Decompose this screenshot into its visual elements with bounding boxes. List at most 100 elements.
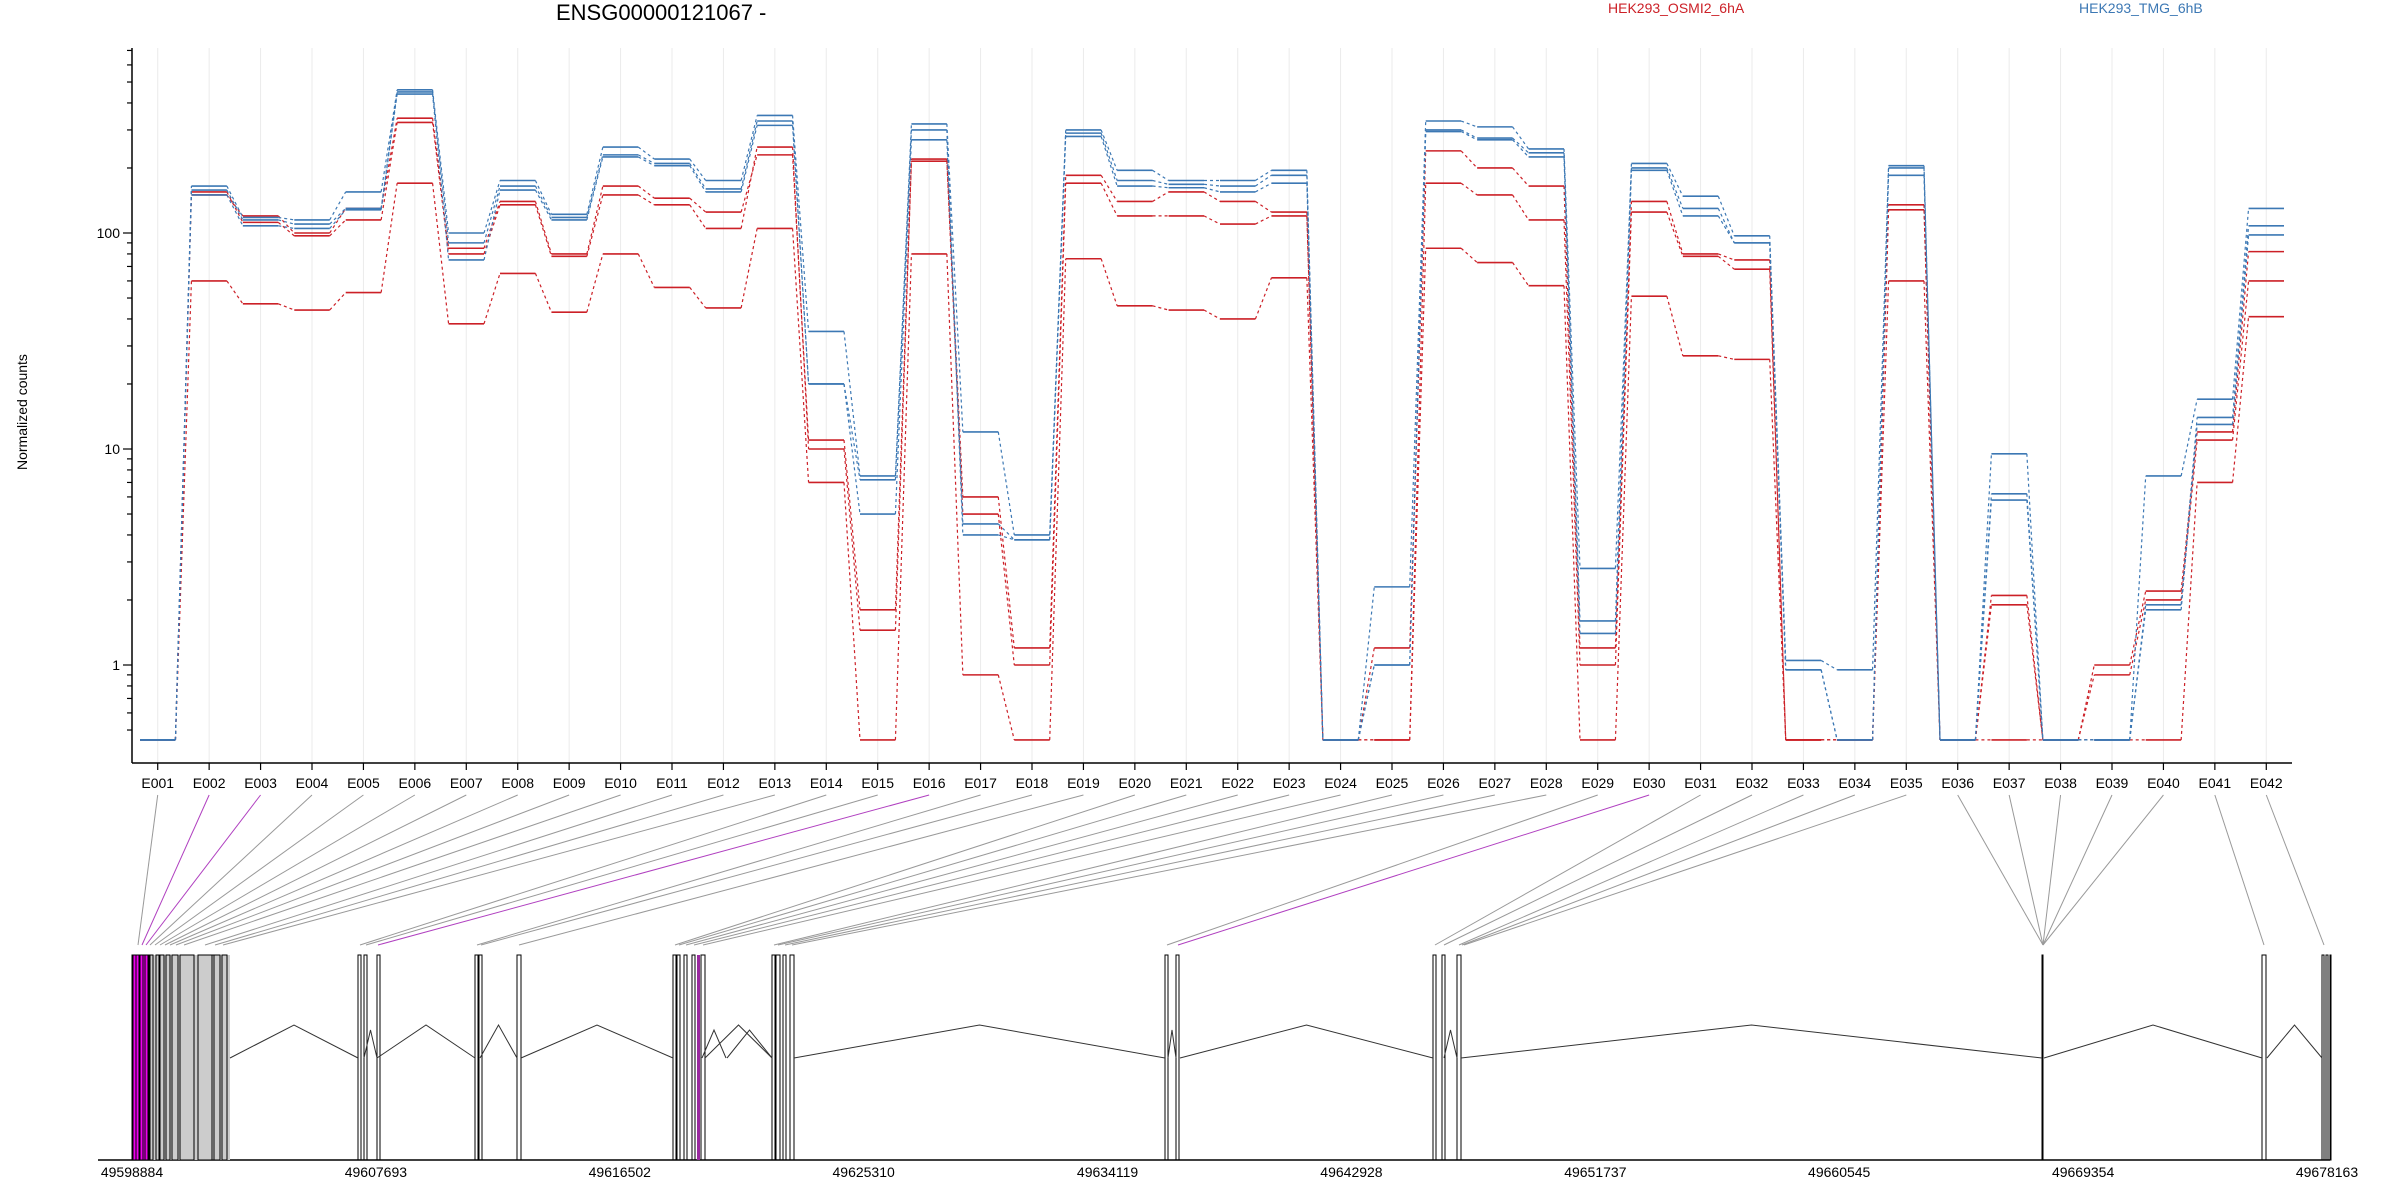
connector-E022 (685, 794, 1238, 946)
step-connector (329, 191, 347, 221)
step-connector (483, 273, 501, 324)
step-connector (1512, 137, 1529, 154)
legend-item-tmg: HEK293_TMG_6hB (2079, 0, 2203, 16)
series-layer (140, 89, 2284, 741)
step-connector (1049, 183, 1067, 666)
step-connector (998, 534, 1015, 541)
connector-E018 (480, 794, 1033, 946)
step-connector (1512, 126, 1530, 150)
step-connector (226, 280, 244, 305)
step-connector (1871, 280, 1890, 740)
step-connector (1409, 183, 1427, 740)
step-connector (1820, 659, 1838, 671)
step-connector (483, 204, 501, 255)
step-connector (174, 190, 193, 740)
step-connector (740, 120, 758, 190)
connector-E005 (154, 794, 364, 946)
exon-box (676, 954, 681, 1161)
connector-E038 (2042, 794, 2062, 946)
x-tick-label: E004 (296, 775, 329, 791)
step-connector (1923, 280, 1941, 740)
step-connector (380, 91, 398, 209)
exon-box (197, 954, 215, 1161)
intron-line (1443, 1029, 1458, 1059)
connector-E035 (1463, 794, 1907, 946)
step-connector (1563, 148, 1581, 569)
x-tick-label: E006 (399, 775, 432, 791)
connector-E026 (777, 794, 1444, 946)
connector-E020 (674, 794, 1136, 946)
connector-E025 (773, 794, 1393, 946)
exon-box (1175, 954, 1180, 1161)
connector-E019 (518, 794, 1084, 946)
exon-box (2041, 954, 2044, 1161)
intron-line (376, 1024, 476, 1059)
step-connector (1923, 175, 1941, 740)
step-connector (997, 513, 1015, 666)
x-tick-label: E012 (707, 775, 740, 791)
x-tick-label: E024 (1324, 775, 1357, 791)
step-connector (586, 253, 604, 313)
x-tick-label: E011 (656, 775, 688, 791)
intron-line (1460, 1024, 2043, 1059)
connector-E031 (1434, 794, 1701, 946)
step-connector (226, 194, 244, 227)
connector-E017 (476, 794, 981, 946)
step-connector (1718, 355, 1735, 360)
step-connector (1357, 664, 1375, 741)
step-connector (1974, 500, 1993, 740)
step-connector (791, 125, 810, 385)
exon-box (144, 954, 150, 1161)
exon-box (672, 954, 677, 1161)
x-tick-label: E014 (810, 775, 843, 791)
series-5-HEK293_TMG_6hB (140, 91, 2284, 741)
exon-box (478, 954, 483, 1161)
step-connector (1717, 255, 1735, 270)
x-tick-label: E013 (759, 775, 792, 791)
step-connector (534, 204, 553, 257)
x-tick-label: E039 (2096, 775, 2129, 791)
step-connector (2129, 590, 2147, 666)
connector-E034 (1461, 794, 1856, 946)
connector-E008 (169, 794, 518, 946)
step-connector (2231, 234, 2250, 425)
x-tick-label: E034 (1839, 775, 1872, 791)
connector-E037 (2008, 794, 2044, 946)
connector-E002 (141, 794, 210, 946)
connector-E036 (1957, 794, 2044, 946)
x-tick-label: E026 (1427, 775, 1460, 791)
intron-line (793, 1024, 1166, 1059)
step-connector (1203, 191, 1221, 202)
exon-highlight-E016 (697, 955, 700, 1160)
x-tick-label: E036 (1941, 775, 1974, 791)
genomic-tick-label: 49669354 (2052, 1164, 2115, 1180)
exon-box (357, 954, 362, 1161)
step-connector (637, 253, 655, 288)
step-connector (277, 215, 295, 234)
connector-E013 (222, 794, 775, 946)
exon-box (683, 954, 688, 1161)
step-connector (2231, 208, 2250, 400)
exon-box (139, 954, 144, 1161)
exon-box (2261, 954, 2267, 1161)
intron-line (2266, 1024, 2323, 1059)
step-connector (1049, 258, 1067, 740)
exon-connector-lines (137, 794, 2325, 946)
connector-E027 (784, 794, 1495, 946)
step-connector (174, 194, 193, 740)
connector-E004 (149, 794, 313, 946)
step-connector (638, 154, 655, 164)
step-connector (637, 194, 655, 206)
step-connector (2129, 609, 2147, 740)
exon-box (1456, 954, 1462, 1161)
step-connector (2077, 664, 2095, 741)
step-connector (946, 253, 964, 675)
x-tick-label: E020 (1119, 775, 1152, 791)
step-connector (791, 147, 810, 450)
step-connector (843, 448, 861, 631)
step-connector (1614, 296, 1633, 740)
step-connector (1614, 170, 1633, 634)
x-tick-label: E005 (347, 775, 380, 791)
connector-E023 (693, 794, 1290, 946)
